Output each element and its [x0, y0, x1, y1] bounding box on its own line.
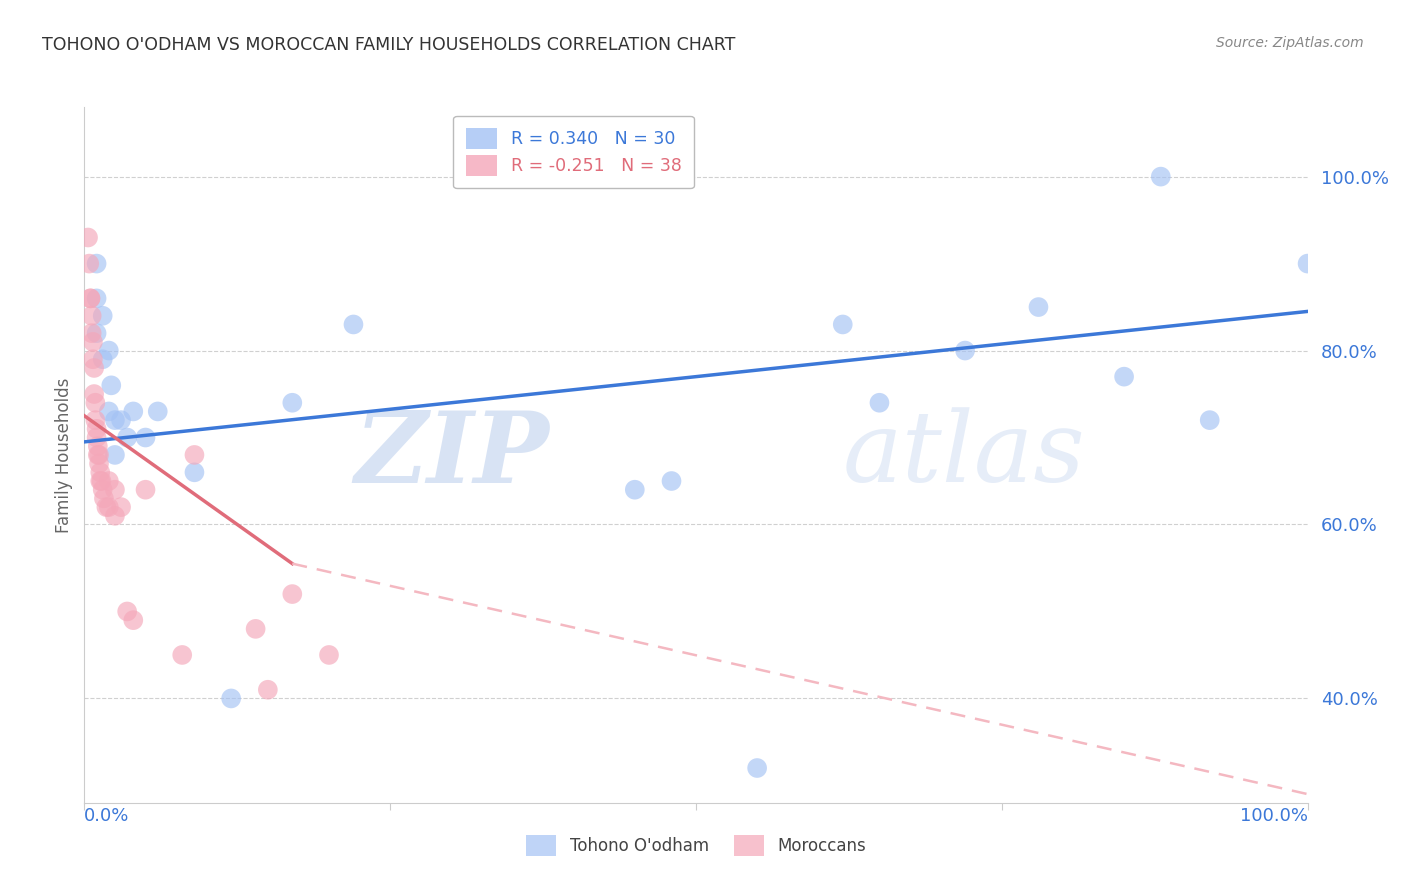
Point: [183, 465, 205, 479]
Point: [281, 587, 304, 601]
Point: [96, 500, 118, 514]
Point: [183, 448, 205, 462]
Point: [318, 648, 340, 662]
Point: [89, 474, 111, 488]
Point: [97, 474, 120, 488]
Point: [77, 230, 100, 244]
Point: [1198, 413, 1220, 427]
Point: [80, 326, 103, 341]
Point: [115, 605, 138, 619]
Point: [869, 396, 891, 410]
Point: [257, 682, 280, 697]
Point: [86, 291, 108, 305]
Point: [146, 404, 169, 418]
Point: [90, 474, 112, 488]
Point: [87, 457, 110, 471]
Legend: Tohono O'odham, Moroccans: Tohono O'odham, Moroccans: [517, 827, 875, 864]
Point: [91, 352, 114, 367]
Point: [661, 474, 683, 488]
Point: [342, 318, 364, 332]
Text: 0.0%: 0.0%: [84, 807, 129, 825]
Point: [86, 326, 108, 341]
Point: [1150, 169, 1173, 184]
Point: [84, 413, 107, 427]
Point: [83, 361, 105, 376]
Point: [83, 387, 105, 401]
Text: ZIP: ZIP: [354, 407, 550, 503]
Point: [104, 448, 127, 462]
Point: [86, 422, 108, 436]
Point: [77, 257, 100, 271]
Point: [97, 343, 120, 358]
Point: [93, 491, 115, 506]
Point: [97, 404, 120, 418]
Point: [1114, 369, 1136, 384]
Point: [245, 622, 267, 636]
Point: [82, 334, 104, 349]
Point: [953, 343, 976, 358]
Point: [1296, 257, 1319, 271]
Point: [87, 439, 110, 453]
Point: [281, 396, 304, 410]
Point: [624, 483, 647, 497]
Point: [831, 318, 853, 332]
Point: [122, 613, 145, 627]
Point: [87, 448, 110, 462]
Point: [1028, 300, 1050, 314]
Point: [135, 483, 157, 497]
Point: [89, 465, 111, 479]
Point: [82, 352, 104, 367]
Point: [86, 257, 108, 271]
Point: [91, 309, 114, 323]
Point: [84, 396, 107, 410]
Point: [110, 413, 132, 427]
Text: Source: ZipAtlas.com: Source: ZipAtlas.com: [1216, 36, 1364, 50]
Point: [87, 448, 110, 462]
Point: [79, 291, 101, 305]
Point: [79, 291, 101, 305]
Text: TOHONO O'ODHAM VS MOROCCAN FAMILY HOUSEHOLDS CORRELATION CHART: TOHONO O'ODHAM VS MOROCCAN FAMILY HOUSEH…: [42, 36, 735, 54]
Point: [747, 761, 769, 775]
Point: [122, 404, 145, 418]
Point: [115, 431, 138, 445]
Point: [91, 483, 114, 497]
Point: [104, 483, 127, 497]
Point: [110, 500, 132, 514]
Point: [97, 500, 120, 514]
Text: atlas: atlas: [842, 408, 1085, 502]
Point: [80, 309, 103, 323]
Point: [104, 413, 127, 427]
Text: 100.0%: 100.0%: [1240, 807, 1308, 825]
Point: [219, 691, 242, 706]
Point: [172, 648, 194, 662]
Point: [86, 431, 108, 445]
Y-axis label: Family Households: Family Households: [55, 377, 73, 533]
Point: [104, 508, 127, 523]
Point: [100, 378, 122, 392]
Point: [135, 431, 157, 445]
